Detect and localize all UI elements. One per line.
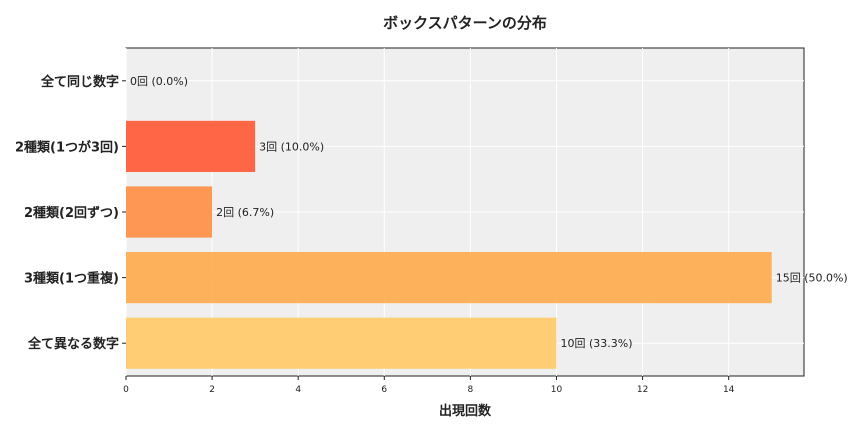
y-tick-label: 2種類(1つが3回)	[15, 139, 119, 155]
x-tick-label: 10	[551, 385, 563, 395]
data-label: 3回 (10.0%)	[259, 140, 324, 153]
y-tick-label: 全て異なる数字	[27, 336, 119, 352]
data-label: 10回 (33.3%)	[560, 337, 632, 350]
x-tick-label: 14	[723, 385, 735, 395]
y-axis-ticks: 全て同じ数字 2種類(1つが3回) 2種類(2回ずつ) 3種類(1つ重複) 全て異なる数…	[15, 74, 126, 352]
x-tick-label: 4	[295, 385, 301, 395]
bar	[126, 252, 772, 304]
x-tick-label: 0	[123, 385, 129, 395]
y-tick-label: 3種類(1つ重複)	[24, 271, 119, 287]
y-tick-label: 全て同じ数字	[40, 74, 119, 90]
x-axis-label: 出現回数	[439, 403, 492, 419]
bar	[126, 120, 256, 172]
x-tick-label: 12	[637, 385, 648, 395]
chart-title: ボックスパターンの分布	[383, 14, 547, 32]
data-label: 2回 (6.7%)	[216, 206, 274, 219]
x-tick-label: 2	[209, 385, 215, 395]
y-tick-label: 2種類(2回ずつ)	[24, 205, 119, 221]
data-label: 15回 (50.0%)	[776, 272, 848, 285]
x-tick-label: 6	[381, 385, 387, 395]
x-tick-label: 8	[468, 385, 474, 395]
bar	[126, 317, 557, 369]
bars	[126, 120, 772, 369]
bar	[126, 186, 213, 238]
data-labels: 0回 (0.0%) 3回 (10.0%) 2回 (6.7%) 15回 (50.0%) 1…	[130, 75, 848, 350]
data-label: 0回 (0.0%)	[130, 75, 188, 88]
x-axis-ticks: 0 2 4 6 8 10 12 14	[123, 376, 735, 395]
